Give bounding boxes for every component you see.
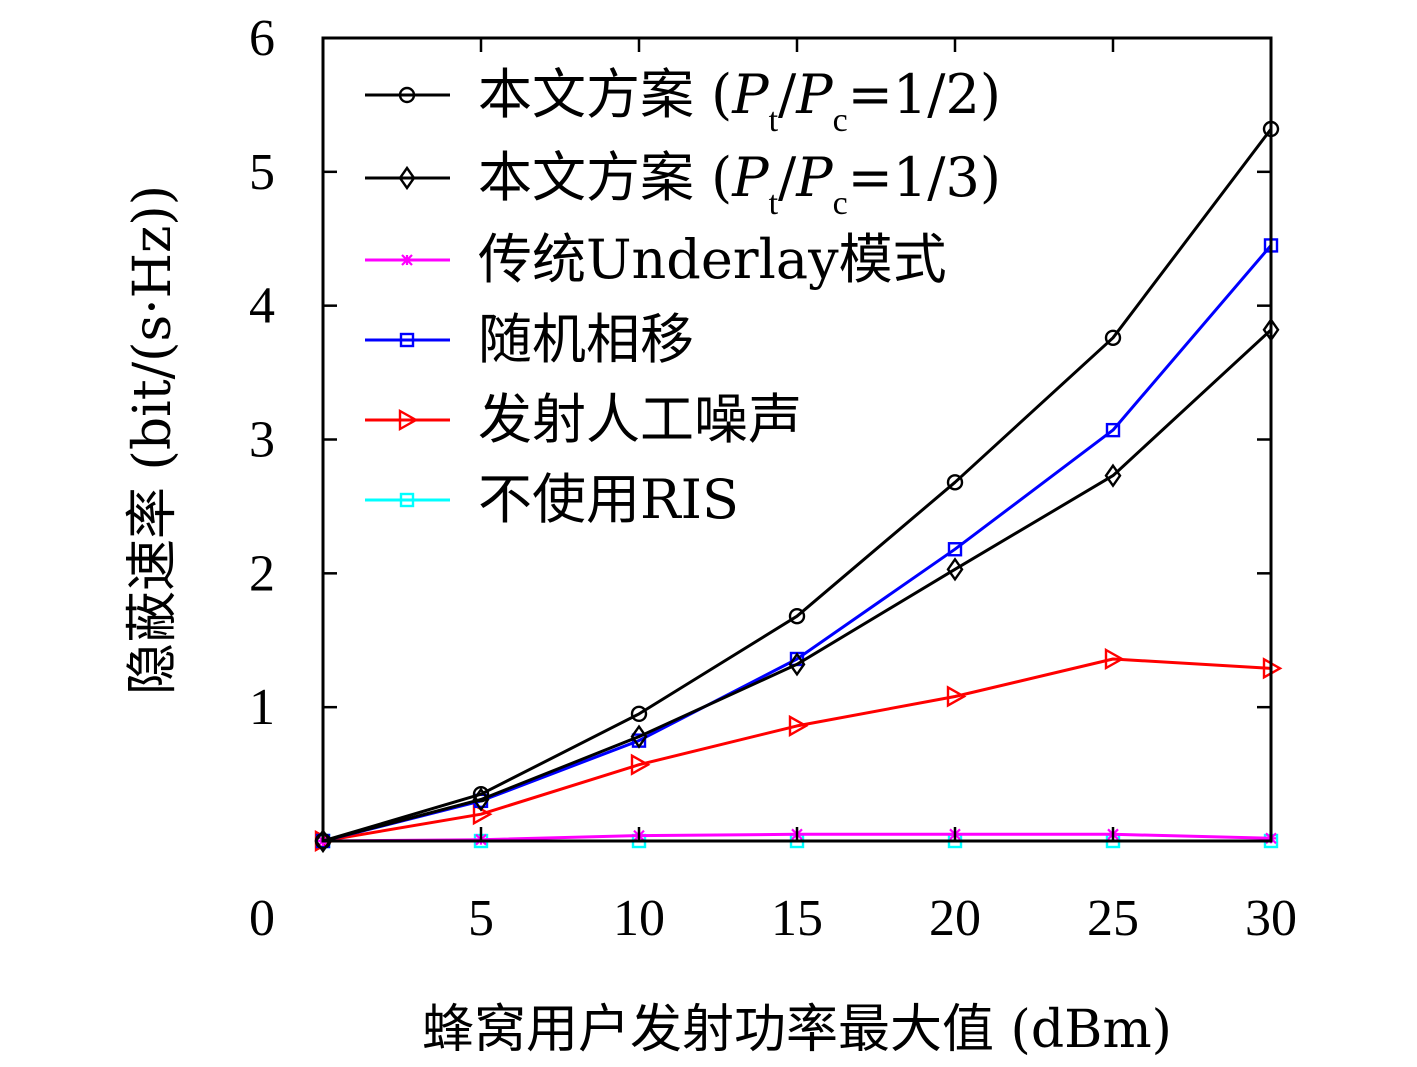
legend-label-6: 不使用RIS (478, 468, 739, 531)
legend-marker-5 (398, 408, 419, 432)
y-tick-label: 3 (249, 412, 275, 469)
legend-marker-6 (399, 492, 415, 508)
legend-marker-4 (399, 332, 415, 348)
series-2-point (1104, 463, 1122, 488)
legend: 本文方案 (Pt/Pc=1/2)本文方案 (Pt/Pc=1/3)传统Underl… (365, 63, 1001, 531)
y-tick-label: 2 (249, 545, 275, 602)
x-axis-label: 蜂窝用户发射功率最大值 (dBm) (422, 1000, 1172, 1060)
x-tick-label: 30 (1245, 890, 1297, 947)
x-tick-label: 20 (929, 890, 981, 947)
series-5-point (946, 685, 967, 708)
series-1-point (630, 705, 648, 723)
origin-tick-label: 0 (249, 890, 275, 947)
series-1-point (472, 785, 490, 803)
legend-label-2: 本文方案 (Pt/Pc=1/3) (478, 146, 1001, 222)
series-1-point (788, 607, 806, 625)
series-2-point (788, 652, 806, 677)
series-line-4 (322, 244, 1273, 843)
axes: 5 10 15 20 25 30 1 2 3 4 5 6 0 (249, 10, 1297, 947)
y-tick-label: 1 (249, 679, 275, 736)
y-tick-label: 6 (249, 10, 275, 67)
legend-marker-3 (401, 254, 413, 266)
y-tick-label: 4 (249, 278, 275, 335)
x-tick-label: 5 (468, 890, 494, 947)
series-2-point (630, 724, 648, 749)
series-5-point (788, 714, 809, 737)
legend-label-5: 发射人工噪声 (478, 388, 802, 451)
legend-label-3: 传统Underlay模式 (478, 228, 947, 291)
series-1-point (1104, 329, 1122, 346)
legend-marker-2 (398, 165, 416, 191)
series-1-point (946, 474, 964, 491)
x-tick-label: 25 (1087, 890, 1139, 947)
legend-marker-1 (398, 86, 416, 104)
series-line-5 (322, 657, 1272, 843)
x-tick-label: 10 (613, 890, 665, 947)
series-2-point (314, 828, 332, 854)
series-2-point (946, 557, 964, 582)
series-line-2 (322, 328, 1273, 843)
x-tick-label: 15 (771, 890, 823, 947)
legend-label-1: 本文方案 (Pt/Pc=1/2) (478, 63, 1001, 139)
series-4-point (947, 542, 963, 557)
series-line-1 (322, 128, 1273, 843)
series-5-point (1104, 647, 1125, 671)
legend-label-4: 随机相移 (478, 308, 694, 371)
series-4-point (1105, 422, 1121, 438)
y-axis-label: 隐蔽速率 (bit/(s·Hz)) (123, 185, 183, 695)
y-tick-label: 5 (249, 144, 275, 201)
series-5-point (630, 753, 651, 776)
